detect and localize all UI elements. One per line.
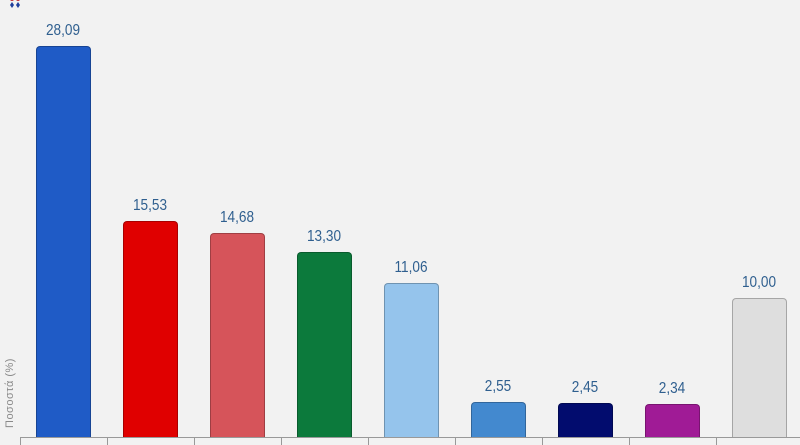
bar (558, 403, 613, 437)
bar (471, 402, 526, 437)
x-axis-tick (281, 437, 282, 445)
bar (645, 404, 700, 437)
bar-value-label: 11,06 (394, 259, 428, 276)
x-axis-tick (542, 437, 543, 445)
x-axis-tick (368, 437, 369, 445)
x-axis-tick (107, 437, 108, 445)
bar-value-label: 15,53 (132, 197, 168, 214)
bar (732, 298, 787, 437)
x-axis-tick (194, 437, 195, 445)
x-axis-tick (716, 437, 717, 445)
bar-value-label: 14,68 (219, 209, 255, 226)
x-axis-tick (20, 437, 21, 445)
bar-value-label: 13,30 (306, 228, 342, 245)
bar-value-label: 2,55 (484, 378, 512, 395)
bar-value-label: 2,34 (658, 380, 686, 397)
bar (297, 252, 352, 437)
bar (123, 221, 178, 437)
x-axis-tick (629, 437, 630, 445)
x-axis (20, 437, 800, 438)
bar-value-label: 10,00 (741, 274, 777, 291)
logo-icon (10, 0, 20, 8)
bar (384, 283, 439, 437)
bar-value-label: 28,09 (45, 22, 81, 39)
bar-value-label: 2,45 (571, 379, 599, 396)
bar (36, 46, 91, 437)
bar (210, 233, 265, 437)
x-axis-tick (455, 437, 456, 445)
